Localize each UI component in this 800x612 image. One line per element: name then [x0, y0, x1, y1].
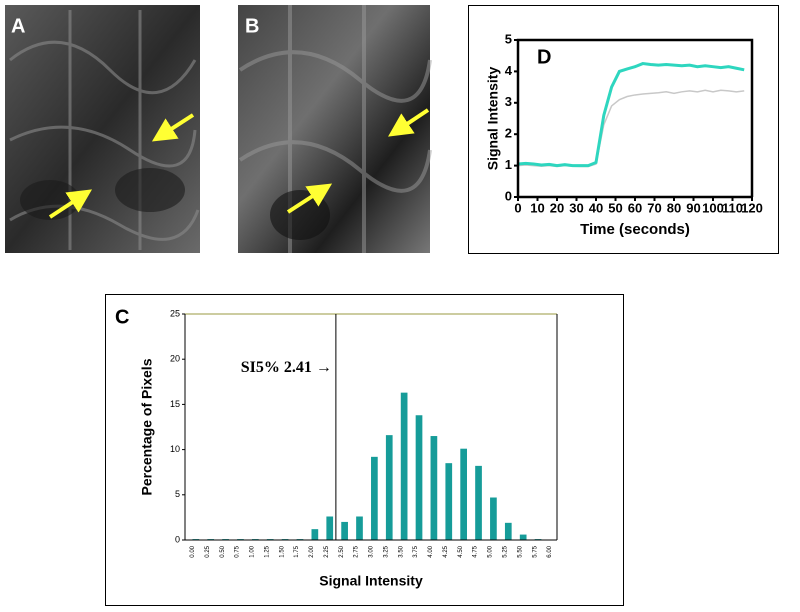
x-tick-label: 60 — [628, 200, 642, 215]
x-tick-label: 2.00 — [309, 545, 315, 557]
panel-label: C — [115, 306, 129, 328]
x-tick-label: 3.25 — [383, 545, 389, 557]
y-tick-label: 2 — [505, 126, 512, 141]
x-tick-label: 1.00 — [250, 545, 256, 557]
y-tick-label: 10 — [170, 444, 180, 454]
bar — [400, 392, 408, 540]
x-tick-label: 0.25 — [205, 545, 211, 557]
x-tick-label: 4.50 — [458, 545, 464, 557]
y-axis-label: Signal Intensity — [485, 67, 501, 171]
bar — [356, 516, 363, 540]
x-tick-label: 0.50 — [220, 545, 226, 557]
x-tick-label: 20 — [550, 200, 564, 215]
y-tick-label: 1 — [505, 157, 512, 172]
x-tick-label: 80 — [667, 200, 681, 215]
x-tick-label: 1.25 — [264, 545, 270, 557]
x-tick-label: 2.25 — [324, 545, 330, 557]
x-tick-label: 2.75 — [354, 545, 360, 557]
x-tick-label: 5.50 — [517, 545, 523, 557]
x-axis-label: Time (seconds) — [580, 221, 690, 238]
bar — [415, 415, 423, 540]
y-axis-label: Percentage of Pixels — [139, 358, 155, 495]
x-tick-label: 4.00 — [428, 545, 434, 557]
y-tick-label: 25 — [170, 308, 180, 318]
bar — [326, 516, 334, 540]
y-tick-label: 5 — [505, 31, 512, 46]
x-tick-label: 3.50 — [398, 545, 404, 557]
x-tick-label: 90 — [686, 200, 700, 215]
bar — [490, 497, 497, 540]
x-tick-label: 2.50 — [339, 545, 345, 557]
panel-label: D — [537, 46, 551, 68]
y-tick-label: 4 — [505, 63, 513, 78]
x-tick-label: 5.25 — [502, 545, 508, 557]
y-tick-label: 20 — [170, 354, 180, 364]
x-tick-label: 50 — [608, 200, 622, 215]
x-tick-label: 4.75 — [473, 545, 479, 557]
x-tick-label: 10 — [530, 200, 544, 215]
x-tick-label: 6.00 — [547, 545, 553, 557]
y-tick-label: 3 — [505, 94, 512, 109]
panel-frame — [105, 294, 624, 606]
plot-frame — [516, 38, 754, 199]
x-axis-label: Signal Intensity — [319, 573, 423, 589]
x-tick-label: 0.00 — [190, 545, 196, 557]
bar — [519, 534, 527, 540]
y-tick-label: 15 — [170, 399, 180, 409]
x-tick-label: 5.00 — [488, 545, 494, 557]
panel-frame — [468, 5, 779, 254]
annotation: SI5% 2.41 → — [241, 359, 332, 376]
x-tick-label: 4.25 — [443, 545, 449, 557]
bar — [311, 529, 319, 540]
bar — [445, 463, 453, 540]
x-tick-label: 0.75 — [235, 545, 241, 557]
bar — [430, 436, 438, 540]
panel-label: B — [245, 15, 259, 37]
bar — [341, 521, 348, 540]
y-tick-label: 0 — [505, 188, 512, 203]
x-tick-label: 70 — [647, 200, 661, 215]
x-tick-label: 30 — [569, 200, 583, 215]
x-tick-label: 1.75 — [294, 545, 300, 557]
data-line — [517, 62, 745, 168]
x-tick-label: 100 — [702, 200, 724, 215]
bar — [460, 448, 467, 540]
x-tick-label: 1.50 — [279, 545, 285, 557]
bar — [504, 522, 512, 540]
data-line — [517, 89, 745, 168]
x-tick-label: 0 — [514, 200, 521, 215]
x-tick-label: 5.75 — [532, 545, 538, 557]
x-tick-label: 110 — [722, 200, 743, 215]
x-tick-label: 3.00 — [369, 545, 375, 557]
y-tick-label: 5 — [175, 489, 180, 499]
y-tick-label: 0 — [175, 534, 180, 544]
image-b: B — [238, 5, 432, 253]
image-a: A — [5, 5, 200, 253]
x-tick-label: 120 — [741, 200, 763, 215]
x-tick-label: 40 — [589, 200, 603, 215]
bar — [385, 435, 393, 540]
panel-label: A — [11, 15, 25, 37]
bar — [475, 465, 482, 540]
bar — [371, 456, 378, 540]
x-tick-label: 3.75 — [413, 545, 419, 557]
